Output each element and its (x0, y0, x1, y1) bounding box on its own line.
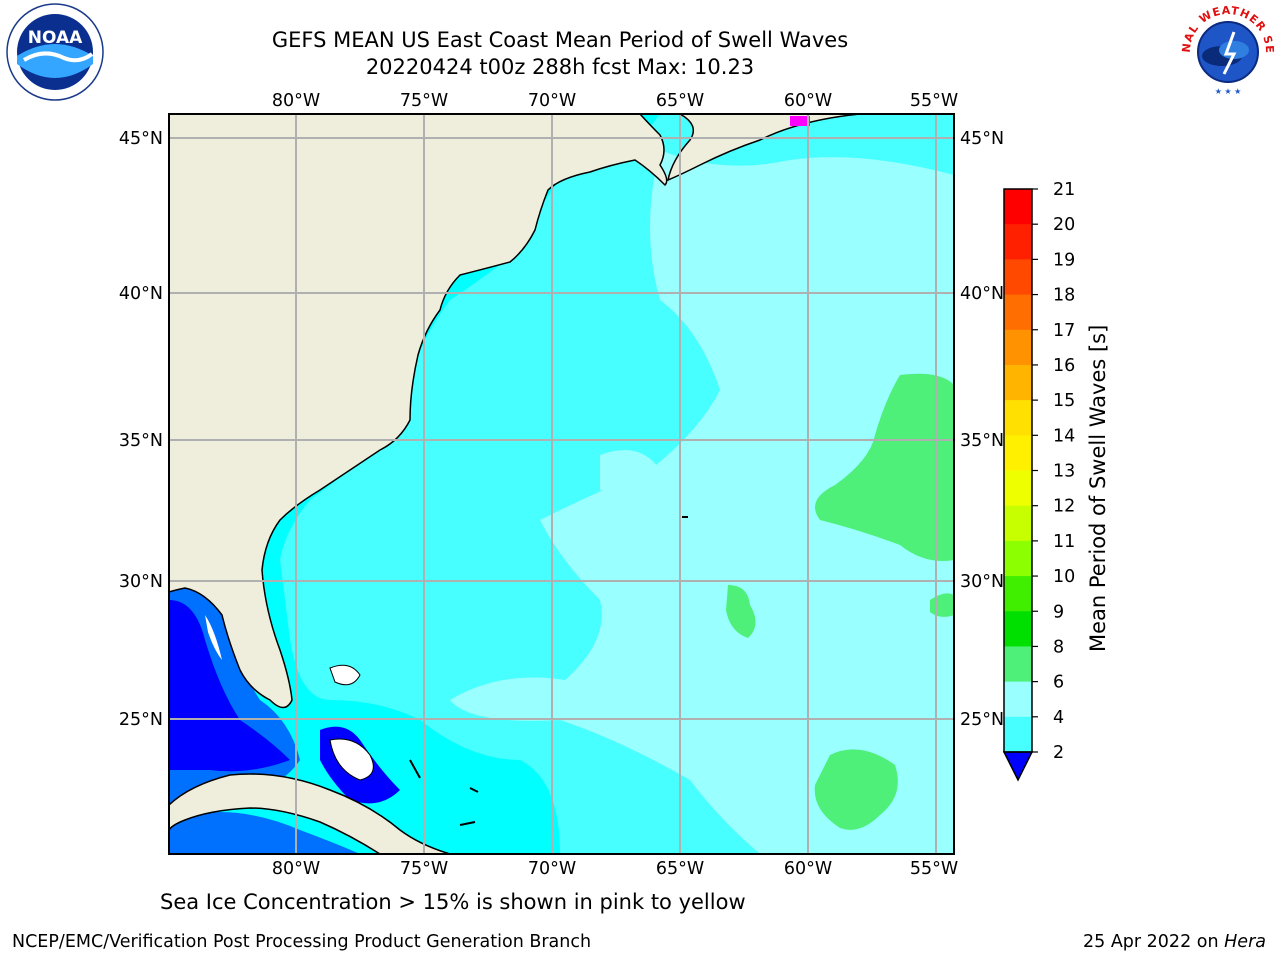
swell-zone-2-4-cuba (169, 812, 360, 854)
land-us-east-coast (169, 114, 668, 709)
lat-tick-left: 40°N (119, 284, 163, 304)
colorbar-segment (1004, 189, 1032, 225)
lon-tick-top: 70°W (528, 91, 576, 111)
swell-zone-lt2-gulf (169, 600, 290, 772)
lon-labels-bottom: 80°W 75°W 70°W 65°W 60°W 55°W (272, 859, 958, 879)
svg-text:★ ★ ★: ★ ★ ★ (1215, 87, 1242, 96)
colorbar: 21 20 19 18 17 16 15 14 13 12 11 10 9 8 6 4 2 (1002, 180, 1075, 782)
lat-tick-left: 30°N (119, 572, 163, 592)
swell-zone-9-10-small (726, 585, 756, 638)
lat-labels-right: 45°N 40°N 35°N 30°N 25°N (960, 129, 1004, 730)
lon-labels-top: 80°W 75°W 70°W 65°W 60°W 55°W (272, 91, 958, 111)
lat-tick-right: 30°N (960, 572, 1004, 592)
colorbar-segment (1004, 329, 1032, 366)
colorbar-segment (1004, 576, 1032, 612)
lon-tick-bottom: 70°W (528, 859, 576, 879)
colorbar-segment (1004, 716, 1032, 753)
land-bahamas-north (329, 664, 361, 686)
colorbar-tick-label: 2 (1053, 743, 1064, 763)
colorbar-tick-label: 13 (1053, 462, 1075, 482)
noaa-logo-text: NOAA (28, 28, 83, 48)
lat-tick-left: 45°N (119, 129, 163, 149)
colorbar-segment (1004, 611, 1032, 647)
colorbar-segment (1004, 505, 1032, 542)
colorbar-segment (1004, 259, 1032, 296)
lat-tick-left: 35°N (119, 431, 163, 451)
nws-logo-icon: NATIONAL WEATHER SERVICE ★ ★ ★ (1178, 2, 1276, 100)
swell-zone-8-9-patch (600, 450, 660, 493)
map-plot-area (169, 114, 954, 854)
lat-tick-right: 35°N (960, 431, 1004, 451)
map-frame (168, 113, 955, 855)
lon-tick-top: 55°W (910, 91, 958, 111)
colorbar-tick-label: 16 (1053, 356, 1075, 376)
colorbar-tick-label: 15 (1053, 391, 1075, 411)
lon-tick-bottom: 60°W (784, 859, 832, 879)
colorbar-tick-label: 12 (1053, 497, 1075, 517)
lon-tick-bottom: 55°W (910, 859, 958, 879)
land-bahamas (329, 738, 374, 781)
colorbar-tick-label: 8 (1053, 637, 1064, 657)
colorbar-tick-label: 6 (1053, 673, 1064, 693)
footer-date-text: 25 Apr 2022 on (1083, 932, 1225, 952)
lon-tick-top: 65°W (656, 91, 704, 111)
footer-host: Hera (1224, 932, 1266, 952)
colorbar-segment (1004, 400, 1032, 436)
lat-tick-right: 25°N (960, 710, 1004, 730)
sea-ice-marker (790, 116, 810, 126)
colorbar-tick-label: 14 (1053, 426, 1075, 446)
lon-tick-top: 75°W (400, 91, 448, 111)
footer-credit: NCEP/EMC/Verification Post Processing Pr… (12, 932, 592, 952)
map-title: GEFS MEAN US East Coast Mean Period of S… (271, 28, 849, 52)
noaa-logo-icon: NOAA (6, 3, 104, 101)
colorbar-segment (1004, 364, 1032, 401)
swell-zone-8-9 (450, 150, 954, 854)
land-canada (666, 114, 861, 182)
land-gulf-islands (205, 615, 222, 660)
lat-tick-right: 45°N (960, 129, 1004, 149)
colorbar-tick-label: 20 (1053, 215, 1075, 235)
colorbar-segment (1004, 646, 1032, 683)
lon-tick-top: 60°W (784, 91, 832, 111)
map-gridlines (169, 114, 954, 854)
colorbar-tick-label: 9 (1053, 602, 1064, 622)
swell-zone-9-10-south (814, 749, 898, 830)
lat-labels-left: 45°N 40°N 35°N 30°N 25°N (119, 129, 163, 730)
lon-tick-bottom: 80°W (272, 859, 320, 879)
colorbar-tick-label: 18 (1053, 286, 1075, 306)
colorbar-tick-label: 11 (1053, 532, 1075, 552)
sea-ice-caption: Sea Ice Concentration > 15% is shown in … (160, 890, 746, 914)
lat-tick-right: 40°N (960, 284, 1004, 304)
colorbar-segment (1004, 681, 1032, 718)
colorbar-segment (1004, 224, 1032, 260)
swell-zone-9-10-east (815, 373, 954, 561)
colorbar-segment (1004, 540, 1032, 577)
lon-tick-bottom: 75°W (400, 859, 448, 879)
colorbar-segment (1004, 435, 1032, 471)
colorbar-tick-label: 21 (1053, 180, 1075, 200)
footer-date: 25 Apr 2022 on Hera (1083, 932, 1266, 952)
colorbar-segment (1004, 294, 1032, 331)
colorbar-label: Mean Period of Swell Waves [s] (1086, 324, 1110, 652)
lon-tick-bottom: 65°W (656, 859, 704, 879)
colorbar-under-triangle (1002, 751, 1034, 782)
land-islands-caribbean (409, 516, 688, 826)
map-subtitle: 20220424 t00z 288h fcst Max: 10.23 (365, 55, 755, 79)
colorbar-tick-label: 19 (1053, 250, 1075, 270)
colorbar-tick-label: 4 (1053, 708, 1064, 728)
colorbar-tick-label: 17 (1053, 321, 1075, 341)
lon-tick-top: 80°W (272, 91, 320, 111)
colorbar-segment (1004, 470, 1032, 507)
lat-tick-left: 25°N (119, 710, 163, 730)
colorbar-tick-label: 10 (1053, 567, 1075, 587)
